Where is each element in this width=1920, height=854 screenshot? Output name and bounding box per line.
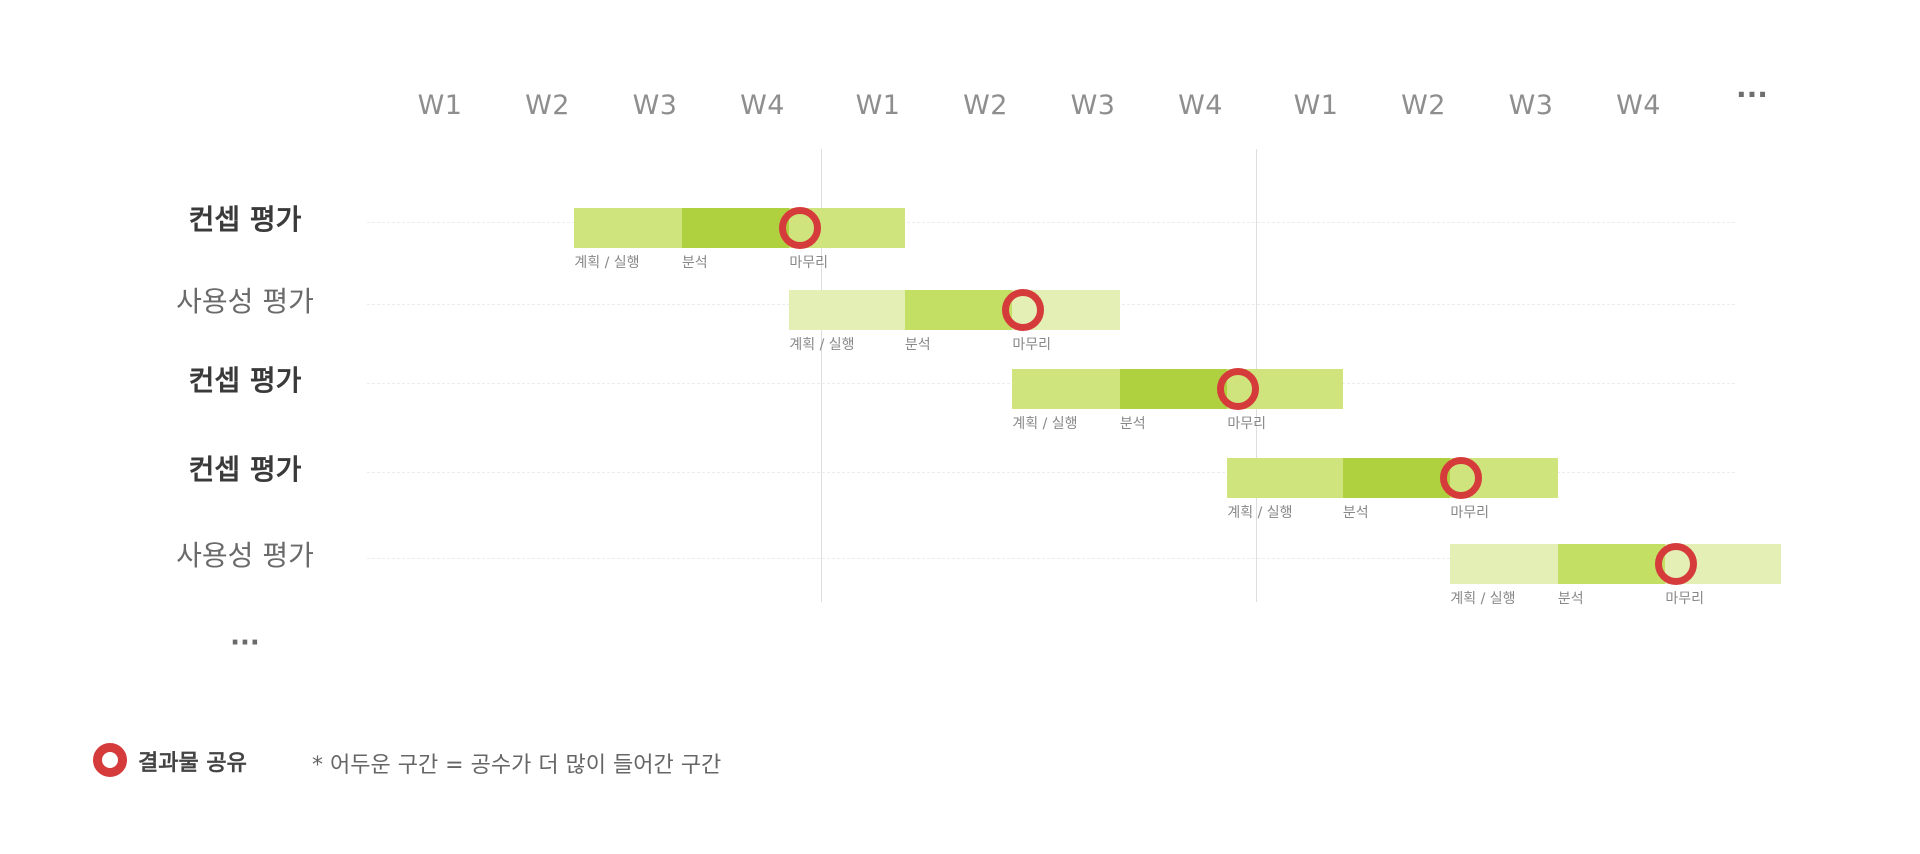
phase-label: 계획 / 실행	[789, 337, 855, 353]
week-header: W1	[855, 90, 901, 121]
row-label: 사용성 평가	[176, 539, 314, 572]
deliverable-marker-icon	[1440, 457, 1483, 499]
phase-label: 마무리	[1450, 505, 1490, 521]
phase-label: 계획 / 실행	[1227, 505, 1293, 521]
phase-label: 분석	[1342, 505, 1369, 521]
row-guide-line	[367, 558, 1735, 559]
deliverable-marker-icon	[1002, 289, 1045, 331]
week-header: W2	[963, 90, 1008, 121]
phase-segment	[1012, 369, 1120, 409]
week-header: W4	[740, 90, 785, 121]
month-separator	[821, 149, 822, 602]
deliverable-marker-icon	[1655, 543, 1698, 585]
phase-segment	[1557, 544, 1666, 584]
legend-note: * 어두운 구간 = 공수가 더 많이 들어간 구간	[312, 753, 722, 778]
phase-label: 마무리	[789, 255, 829, 271]
week-header: W1	[1293, 90, 1339, 121]
legend-marker-icon	[93, 743, 127, 777]
phase-label: 분석	[904, 337, 931, 353]
row-label: 컨셉 평가	[188, 203, 302, 236]
phase-label: 계획 / 실행	[574, 255, 640, 271]
row-label: 사용성 평가	[176, 285, 314, 318]
week-header: W3	[1508, 90, 1554, 121]
deliverable-marker-icon	[779, 207, 822, 249]
phase-segment	[574, 208, 682, 248]
phase-label: 마무리	[1227, 416, 1267, 432]
row-guide-line	[367, 222, 1735, 223]
phase-segment	[1119, 369, 1228, 409]
task-bar	[789, 290, 1120, 330]
phase-segment	[1342, 458, 1451, 498]
task-bar	[1012, 369, 1343, 409]
row-label: 컨셉 평가	[188, 453, 302, 486]
row-label: 컨셉 평가	[188, 364, 302, 397]
phase-label: 분석	[1557, 591, 1584, 607]
phase-label: 계획 / 실행	[1012, 416, 1078, 432]
week-header: W4	[1616, 90, 1661, 121]
phase-label: 마무리	[1665, 591, 1705, 607]
week-header: W3	[1070, 90, 1116, 121]
phase-label: 분석	[681, 255, 708, 271]
task-bar	[1227, 458, 1558, 498]
task-bar	[574, 208, 905, 248]
rows-more-ellipsis: ···	[230, 628, 260, 658]
phase-segment	[904, 290, 1013, 330]
week-header: W4	[1178, 90, 1223, 121]
phase-segment	[1450, 544, 1558, 584]
week-header: W2	[525, 90, 570, 121]
phase-segment	[1227, 458, 1343, 498]
phase-segment	[789, 290, 905, 330]
phase-segment	[681, 208, 790, 248]
week-header: W3	[632, 90, 678, 121]
legend-marker-label: 결과물 공유	[138, 751, 247, 776]
week-more-ellipsis: ···	[1736, 78, 1768, 111]
phase-label: 마무리	[1012, 337, 1052, 353]
task-bar	[1450, 544, 1781, 584]
phase-label: 분석	[1119, 416, 1146, 432]
row-guide-line	[367, 472, 1735, 473]
phase-label: 계획 / 실행	[1450, 591, 1516, 607]
week-header: W2	[1401, 90, 1446, 121]
deliverable-marker-icon	[1217, 368, 1260, 410]
week-header: W1	[417, 90, 463, 121]
